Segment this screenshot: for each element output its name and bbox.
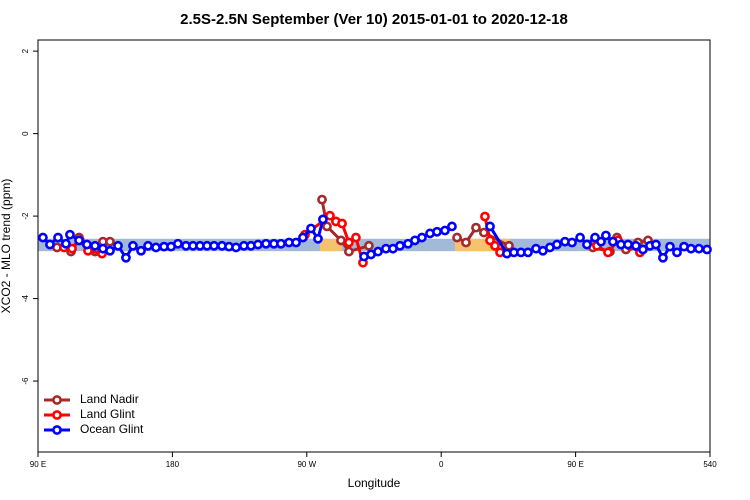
data-point <box>601 230 611 241</box>
data-point <box>395 240 405 251</box>
x-tick-label: 0 <box>439 460 444 469</box>
data-point <box>261 238 271 249</box>
data-point <box>325 210 335 221</box>
data-point <box>344 237 354 248</box>
y-tick-label: -2 <box>21 212 30 220</box>
data-point <box>313 233 323 244</box>
data-point <box>364 240 374 251</box>
data-point <box>45 239 55 250</box>
x-tick-label: 90 E <box>30 460 46 469</box>
data-point <box>90 240 100 251</box>
data-point <box>136 245 146 256</box>
data-point <box>567 237 577 248</box>
x-axis-label: Longitude <box>348 476 401 490</box>
data-point <box>440 225 450 236</box>
data-point <box>143 240 153 251</box>
data-point <box>432 226 442 237</box>
chart-title: 2.5S-2.5N September (Ver 10) 2015-01-01 … <box>180 11 568 28</box>
data-point <box>631 240 641 251</box>
data-point <box>552 239 562 250</box>
data-point <box>113 240 123 251</box>
data-point <box>658 252 668 263</box>
y-tick-label: -4 <box>21 294 30 302</box>
data-point <box>121 252 131 263</box>
data-point <box>596 236 606 247</box>
data-point <box>651 239 661 250</box>
legend-label: Ocean Glint <box>80 422 144 436</box>
data-point <box>665 241 675 252</box>
data-point <box>317 194 327 205</box>
data-point <box>151 242 161 253</box>
x-tick-label: 90 E <box>567 460 583 469</box>
data-point <box>344 246 354 257</box>
data-point <box>603 247 613 258</box>
legend-marker <box>52 410 62 420</box>
data-point <box>209 240 219 251</box>
data-point <box>575 232 585 243</box>
data-point <box>276 238 286 249</box>
data-point <box>623 239 633 250</box>
data-point <box>298 232 308 243</box>
data-point <box>337 218 347 229</box>
data-point <box>74 235 84 246</box>
data-point <box>373 246 383 257</box>
data-point <box>461 237 471 248</box>
x-tick-label: 540 <box>703 460 717 469</box>
x-tick-label: 180 <box>166 460 180 469</box>
data-point <box>452 232 462 243</box>
data-point <box>336 235 346 246</box>
legend-marker <box>52 395 62 405</box>
data-point <box>638 244 648 255</box>
data-point <box>471 222 481 233</box>
y-tick-label: 0 <box>21 131 30 136</box>
data-point <box>351 232 361 243</box>
data-point <box>231 242 241 253</box>
legend-label: Land Glint <box>80 407 135 421</box>
data-point <box>291 237 301 248</box>
data-point <box>173 238 183 249</box>
x-tick-label: 90 W <box>297 460 316 469</box>
legend-label: Land Nadir <box>80 392 139 406</box>
y-tick-label: -6 <box>21 377 30 385</box>
data-point <box>306 223 316 234</box>
data-point <box>447 221 457 232</box>
data-point <box>490 240 500 251</box>
data-point <box>582 239 592 250</box>
data-point <box>608 236 618 247</box>
data-point <box>253 239 263 250</box>
data-point <box>417 232 427 243</box>
data-point <box>67 243 77 254</box>
data-point <box>672 247 682 258</box>
data-point <box>38 232 48 243</box>
data-point <box>82 239 92 250</box>
legend-marker <box>52 425 62 435</box>
data-point <box>61 238 71 249</box>
data-point <box>105 245 115 256</box>
data-point <box>485 221 495 232</box>
y-tick-label: 2 <box>21 48 30 53</box>
data-point <box>65 229 75 240</box>
data-point <box>322 221 332 232</box>
data-point <box>53 232 63 243</box>
data-point <box>480 211 490 222</box>
data-point <box>686 243 696 254</box>
data-point <box>702 244 712 255</box>
y-axis-label: XCO2 - MLO trend (ppm) <box>0 179 13 314</box>
data-point <box>105 236 115 247</box>
data-point <box>318 214 328 225</box>
data-point <box>694 243 704 254</box>
data-point <box>128 240 138 251</box>
data-point <box>523 247 533 258</box>
